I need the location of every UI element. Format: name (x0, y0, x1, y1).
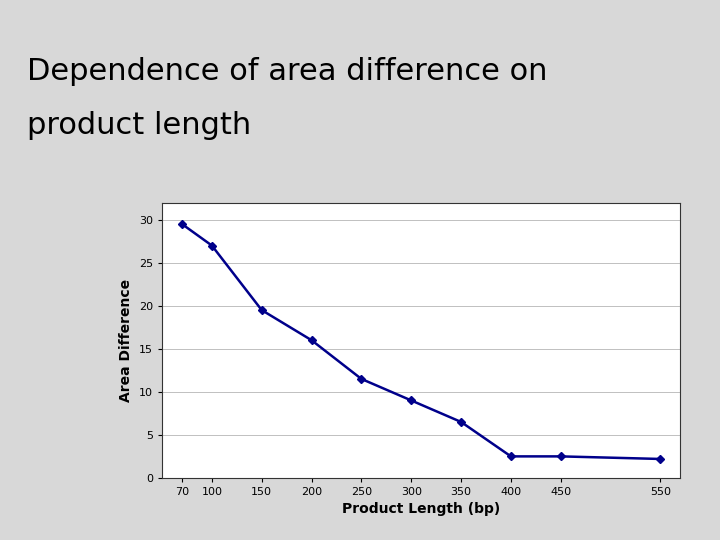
Text: product length: product length (27, 111, 251, 140)
Text: Dependence of area difference on: Dependence of area difference on (27, 57, 548, 86)
X-axis label: Product Length (bp): Product Length (bp) (342, 503, 500, 516)
Y-axis label: Area Difference: Area Difference (120, 279, 133, 402)
